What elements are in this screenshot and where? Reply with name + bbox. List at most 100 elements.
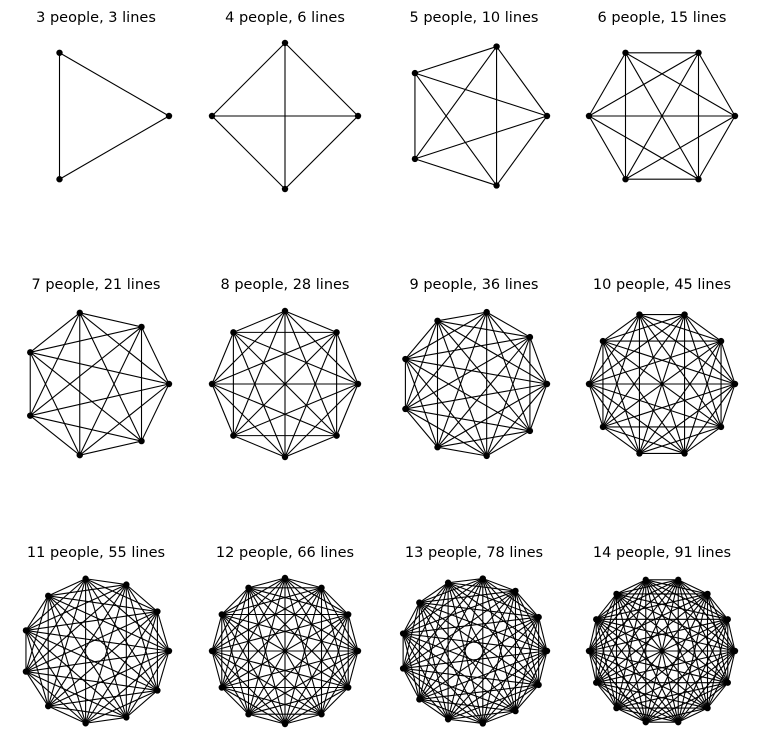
edge-line xyxy=(29,415,81,456)
person-node xyxy=(82,720,89,727)
edge-line xyxy=(588,593,708,652)
edge-line xyxy=(85,578,158,613)
person-node xyxy=(479,720,486,727)
panel-7-people: 7 people, 21 lines xyxy=(27,277,173,459)
edge-line xyxy=(211,614,223,652)
person-node xyxy=(444,579,452,586)
edge-line xyxy=(156,611,170,652)
edge-line xyxy=(211,42,286,117)
edge-line xyxy=(645,682,729,723)
person-node xyxy=(695,49,702,56)
nodes xyxy=(27,309,173,459)
panel-title: 8 people, 28 lines xyxy=(221,277,350,293)
panel-8-people: 8 people, 28 lines xyxy=(208,277,362,461)
edge-line xyxy=(448,582,516,592)
edge-line xyxy=(79,312,143,442)
edge-line xyxy=(645,579,729,620)
panel-6-people: 6 people, 15 lines xyxy=(585,10,739,183)
person-node xyxy=(76,451,83,459)
person-node xyxy=(724,616,731,623)
person-node xyxy=(675,576,682,584)
edge-line xyxy=(25,630,49,707)
edge-line xyxy=(405,408,531,432)
edge-line xyxy=(248,587,349,688)
edge-line xyxy=(418,602,516,712)
person-node xyxy=(218,611,225,618)
edge-line xyxy=(595,618,708,709)
edge-line xyxy=(284,310,338,436)
edge-line xyxy=(602,314,640,428)
edge-line xyxy=(211,331,337,385)
edge-line xyxy=(402,602,420,634)
edge-line xyxy=(616,650,736,709)
edge-line xyxy=(437,320,531,432)
edge-line xyxy=(221,687,286,725)
panel-title: 4 people, 6 lines xyxy=(225,10,345,26)
edge-line xyxy=(588,619,597,652)
graph-4-people xyxy=(208,39,362,193)
person-node xyxy=(479,575,486,582)
edge-line xyxy=(211,115,286,190)
person-node xyxy=(318,711,325,718)
person-node xyxy=(411,69,419,77)
person-node xyxy=(402,355,409,363)
edge-line xyxy=(529,336,548,385)
edge-line xyxy=(616,593,729,684)
edge-line xyxy=(414,72,498,186)
edge-line xyxy=(720,340,736,385)
person-node xyxy=(76,309,83,317)
person-node xyxy=(354,112,362,120)
edge-line xyxy=(48,689,158,707)
person-node xyxy=(22,627,30,634)
edge-line xyxy=(404,358,439,448)
edge-line xyxy=(141,326,170,385)
edge-line xyxy=(447,582,540,686)
person-node xyxy=(593,616,600,623)
edge-line xyxy=(486,311,531,338)
edges xyxy=(402,577,548,725)
panel-title: 5 people, 10 lines xyxy=(410,10,539,26)
panel-title: 9 people, 36 lines xyxy=(410,277,539,293)
person-node xyxy=(483,452,490,460)
edge-line xyxy=(616,593,736,652)
edge-line xyxy=(486,311,531,432)
nodes xyxy=(208,307,362,461)
edge-line xyxy=(706,593,729,683)
edge-line xyxy=(720,383,736,428)
edge-line xyxy=(85,584,127,724)
edge-line xyxy=(588,115,699,180)
edge-line xyxy=(321,687,349,715)
edge-line xyxy=(211,650,349,689)
edge-line xyxy=(29,312,81,416)
person-node xyxy=(56,176,63,183)
edge-line xyxy=(59,115,170,180)
edge-line xyxy=(404,320,439,410)
edge-line xyxy=(684,314,722,428)
edge-line xyxy=(25,630,127,718)
edge-line xyxy=(436,311,488,448)
person-node xyxy=(675,718,682,726)
edge-line xyxy=(588,115,626,180)
edge-line xyxy=(588,340,604,385)
edge-line xyxy=(347,650,359,688)
edge-line xyxy=(404,311,488,410)
edges xyxy=(25,578,170,724)
edge-line xyxy=(85,689,158,724)
edge-line xyxy=(47,595,158,691)
edge-line xyxy=(403,650,548,670)
edge-line xyxy=(595,593,618,683)
edge-line xyxy=(321,587,349,615)
edge-line xyxy=(248,686,349,715)
edge-line xyxy=(405,358,531,432)
person-node xyxy=(399,630,407,637)
edge-line xyxy=(125,650,170,718)
edge-line xyxy=(402,578,484,669)
person-node xyxy=(526,427,534,435)
edge-line xyxy=(616,707,646,723)
graph-11-people xyxy=(22,575,173,727)
person-node xyxy=(154,687,161,694)
edge-line xyxy=(156,650,170,691)
edge-line xyxy=(486,336,531,457)
edge-line xyxy=(402,633,516,712)
nodes xyxy=(22,575,173,727)
